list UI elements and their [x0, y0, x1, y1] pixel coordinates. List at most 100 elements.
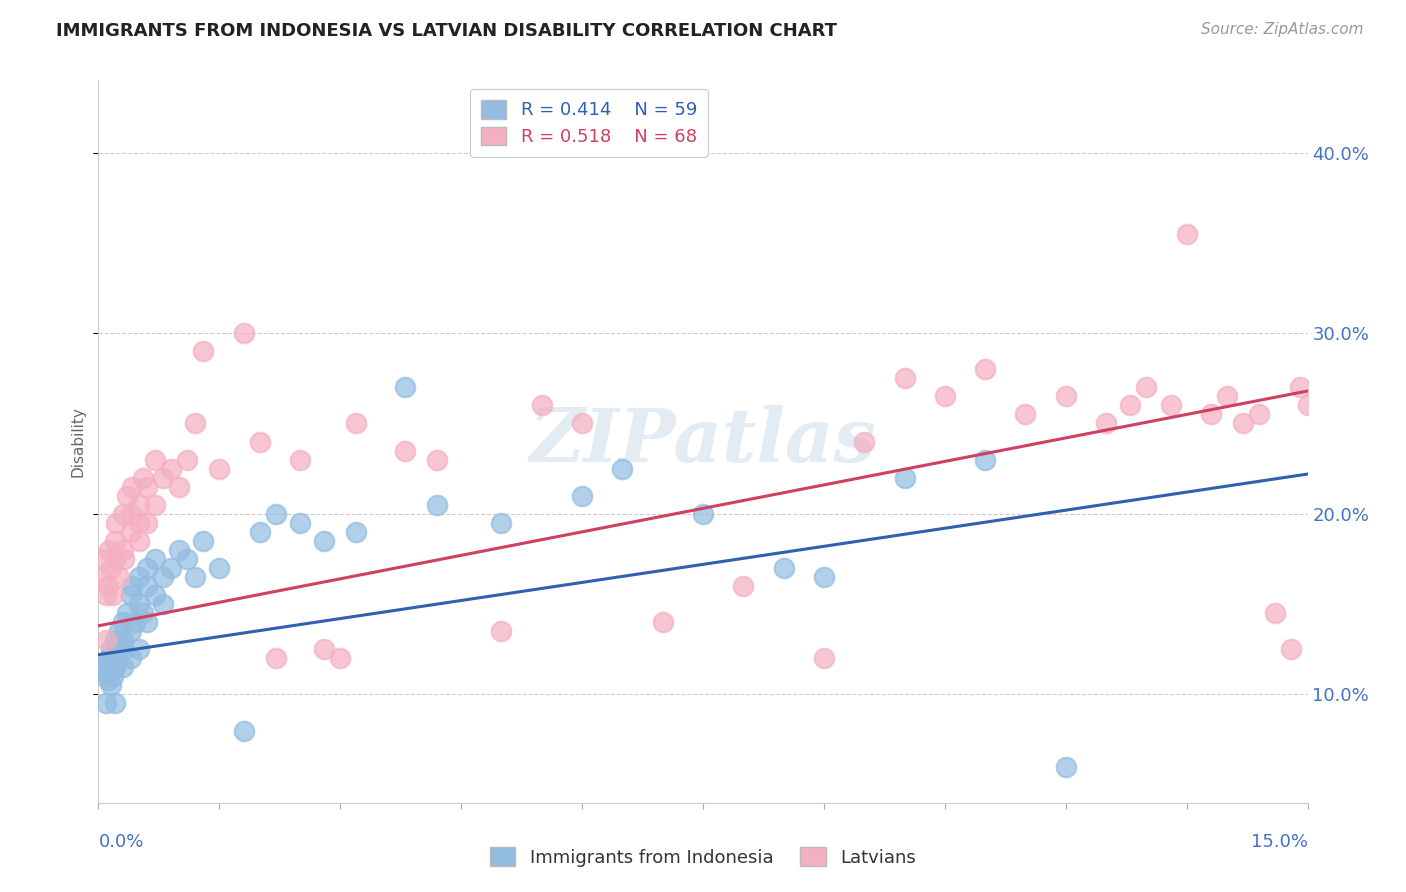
Point [91, 570, 114, 584]
Point [96, 633, 118, 648]
Point [120, 624, 142, 639]
Point [184, 417, 207, 431]
Point [893, 471, 915, 485]
Point [264, 651, 287, 665]
Point [394, 443, 416, 458]
Point [491, 516, 513, 530]
Point [152, 597, 174, 611]
Point [1160, 398, 1182, 412]
Point [115, 606, 138, 620]
Point [193, 344, 215, 359]
Point [184, 570, 207, 584]
Point [143, 452, 166, 467]
Point [111, 615, 134, 630]
Point [974, 362, 997, 376]
Point [176, 552, 198, 566]
Point [103, 552, 125, 566]
Point [112, 642, 135, 657]
Point [91, 660, 114, 674]
Legend: Immigrants from Indonesia, Latvians: Immigrants from Indonesia, Latvians [482, 840, 924, 874]
Point [105, 516, 128, 530]
Point [111, 542, 134, 557]
Point [152, 471, 174, 485]
Point [530, 398, 553, 412]
Point [1199, 408, 1222, 422]
Point [733, 579, 755, 593]
Point [94, 655, 117, 669]
Point [97, 542, 120, 557]
Point [132, 606, 155, 620]
Point [135, 579, 157, 593]
Point [651, 615, 673, 630]
Point [115, 489, 138, 503]
Point [208, 461, 231, 475]
Point [120, 651, 142, 665]
Point [100, 561, 122, 575]
Point [1216, 389, 1239, 403]
Point [1281, 642, 1303, 657]
Point [120, 524, 142, 539]
Point [101, 588, 124, 602]
Point [612, 461, 634, 475]
Point [853, 434, 876, 449]
Point [249, 524, 271, 539]
Point [1232, 417, 1254, 431]
Point [692, 507, 714, 521]
Text: 0.0%: 0.0% [98, 833, 143, 851]
Point [1054, 760, 1077, 774]
Point [1264, 606, 1286, 620]
Point [394, 380, 416, 394]
Point [329, 651, 352, 665]
Point [111, 660, 134, 674]
Point [426, 452, 449, 467]
Point [103, 697, 125, 711]
Point [132, 471, 155, 485]
Point [111, 633, 134, 648]
Point [128, 597, 150, 611]
Point [344, 417, 367, 431]
Point [344, 524, 367, 539]
Point [571, 417, 593, 431]
Point [1014, 408, 1036, 422]
Point [103, 633, 125, 648]
Point [288, 452, 311, 467]
Point [143, 552, 166, 566]
Point [232, 723, 254, 738]
Point [974, 452, 997, 467]
Point [120, 507, 142, 521]
Point [97, 579, 120, 593]
Point [121, 480, 143, 494]
Point [128, 642, 150, 657]
Point [571, 489, 593, 503]
Point [143, 498, 166, 512]
Point [193, 533, 215, 548]
Point [264, 507, 287, 521]
Point [160, 461, 183, 475]
Text: ZIPatlas: ZIPatlas [530, 405, 876, 478]
Point [249, 434, 271, 449]
Point [314, 642, 336, 657]
Point [135, 615, 157, 630]
Point [128, 498, 150, 512]
Point [128, 516, 150, 530]
Point [107, 642, 129, 657]
Text: IMMIGRANTS FROM INDONESIA VS LATVIAN DISABILITY CORRELATION CHART: IMMIGRANTS FROM INDONESIA VS LATVIAN DIS… [56, 22, 837, 40]
Point [103, 533, 125, 548]
Point [124, 615, 146, 630]
Point [103, 660, 125, 674]
Point [93, 552, 115, 566]
Point [1095, 417, 1118, 431]
Point [121, 579, 143, 593]
Text: Source: ZipAtlas.com: Source: ZipAtlas.com [1201, 22, 1364, 37]
Point [128, 533, 150, 548]
Point [107, 624, 129, 639]
Point [100, 642, 122, 657]
Point [143, 588, 166, 602]
Point [101, 669, 124, 683]
Point [107, 570, 129, 584]
Point [112, 552, 135, 566]
Point [1175, 227, 1198, 241]
Point [97, 651, 120, 665]
Point [135, 480, 157, 494]
Point [96, 665, 118, 680]
